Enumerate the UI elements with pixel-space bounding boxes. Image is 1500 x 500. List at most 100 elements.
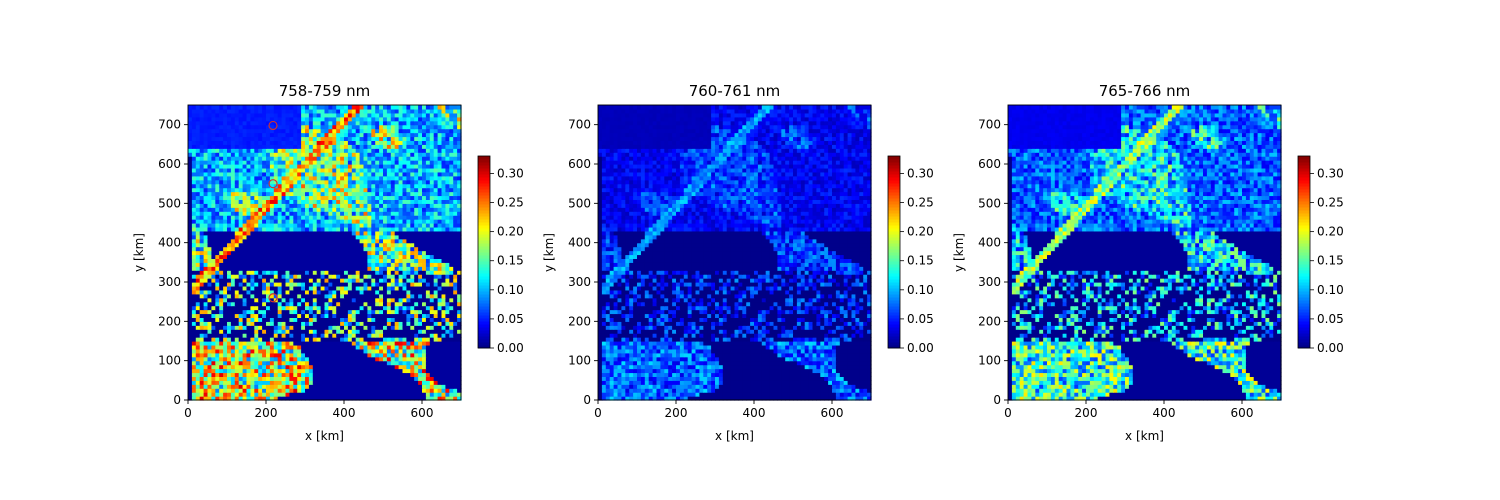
heatmap-cell: [344, 396, 349, 401]
heatmap-cell: [347, 199, 353, 204]
heatmap-cell: [371, 203, 376, 208]
heatmap-cell: [305, 333, 310, 338]
heatmap-cell: [262, 223, 267, 228]
heatmap-cell: [394, 337, 400, 342]
heatmap-cell: [429, 297, 435, 303]
heatmap-cell: [383, 152, 388, 157]
heatmap-cell: [375, 124, 380, 130]
heatmap-cell: [273, 380, 279, 385]
heatmap-cell: [429, 230, 435, 236]
heatmap-cell: [359, 242, 365, 248]
heatmap-cell: [219, 242, 224, 248]
heatmap-cell: [425, 392, 431, 397]
heatmap-cell: [289, 164, 294, 169]
heatmap-cell: [246, 278, 251, 283]
heatmap-cell: [351, 250, 357, 256]
heatmap-cell: [246, 238, 251, 244]
heatmap-cell: [191, 305, 197, 311]
heatmap-cell: [195, 128, 201, 134]
heatmap-cell: [281, 282, 287, 287]
heatmap-cell: [355, 376, 361, 381]
heatmap-cell: [191, 191, 197, 197]
heatmap-cell: [234, 167, 240, 173]
heatmap-cell: [266, 211, 271, 216]
heatmap-cell: [359, 305, 365, 311]
heatmap-cell: [254, 140, 259, 145]
heatmap-cell: [359, 187, 365, 193]
heatmap-cell: [219, 341, 224, 346]
heatmap-cell: [340, 203, 345, 208]
heatmap-cell: [195, 301, 201, 307]
heatmap-cell: [199, 333, 205, 338]
heatmap-cell: [379, 195, 384, 200]
heatmap-cell: [410, 242, 415, 248]
heatmap-cell: [445, 321, 450, 326]
heatmap-cell: [289, 396, 294, 401]
heatmap-cell: [207, 352, 212, 358]
heatmap-cell: [250, 187, 255, 193]
heatmap-cell: [281, 266, 287, 271]
heatmap-cell: [336, 289, 341, 295]
heatmap-cell: [258, 329, 263, 334]
heatmap-cell: [386, 144, 392, 149]
heatmap-cell: [269, 203, 275, 208]
heatmap-cell: [390, 128, 396, 134]
heatmap-cell: [328, 258, 333, 263]
heatmap-cell: [433, 384, 439, 389]
heatmap-cell: [336, 285, 341, 291]
heatmap-cell: [246, 223, 251, 228]
heatmap-cell: [285, 317, 290, 322]
heatmap-cell: [223, 360, 228, 366]
heatmap-cell: [203, 396, 209, 401]
heatmap-cell: [219, 282, 224, 287]
heatmap-cell: [394, 282, 400, 287]
heatmap-cell: [449, 234, 454, 240]
heatmap-cell: [363, 179, 368, 185]
heatmap-cell: [371, 211, 376, 216]
heatmap-cell: [215, 116, 220, 122]
heatmap-cell: [453, 313, 458, 318]
heatmap-cell: [328, 207, 333, 212]
heatmap-cell: [340, 254, 345, 259]
heatmap-cell: [219, 376, 224, 381]
heatmap-cell: [340, 171, 345, 177]
heatmap-cell: [266, 356, 271, 362]
heatmap-cell: [269, 333, 275, 338]
heatmap-cell: [425, 120, 431, 126]
heatmap-cell: [324, 242, 329, 248]
heatmap-cell: [340, 156, 345, 161]
heatmap-cell: [223, 140, 228, 145]
heatmap-cell: [359, 160, 365, 165]
heatmap-cell: [320, 297, 326, 303]
heatmap-cell: [336, 175, 341, 181]
heatmap-cell: [234, 392, 240, 397]
heatmap-cell: [425, 179, 431, 185]
heatmap-cell: [269, 262, 275, 267]
heatmap-cell: [383, 372, 388, 377]
heatmap-cell: [344, 199, 349, 204]
heatmap-cell: [344, 321, 349, 326]
heatmap-cell: [402, 223, 407, 228]
heatmap-cell: [308, 356, 314, 362]
heatmap-cell: [328, 195, 333, 200]
heatmap-cell: [429, 376, 435, 381]
heatmap-cell: [188, 384, 193, 389]
heatmap-cell: [445, 144, 450, 149]
heatmap-cell: [336, 380, 341, 385]
heatmap-cell: [425, 297, 431, 303]
heatmap-cell: [453, 384, 458, 389]
heatmap-cell: [379, 230, 384, 236]
heatmap-cell: [324, 274, 329, 279]
heatmap-cell: [394, 364, 400, 370]
heatmap-cell: [305, 270, 310, 275]
heatmap-cell: [410, 356, 415, 362]
heatmap-cell: [188, 270, 193, 275]
heatmap-cell: [258, 341, 263, 346]
heatmap-cell: [281, 289, 287, 295]
heatmap-cell: [320, 305, 326, 311]
heatmap-cell: [355, 156, 361, 161]
heatmap-cell: [305, 132, 310, 138]
heatmap-cell: [437, 128, 443, 134]
heatmap-cell: [418, 301, 423, 307]
heatmap-cell: [246, 376, 251, 381]
